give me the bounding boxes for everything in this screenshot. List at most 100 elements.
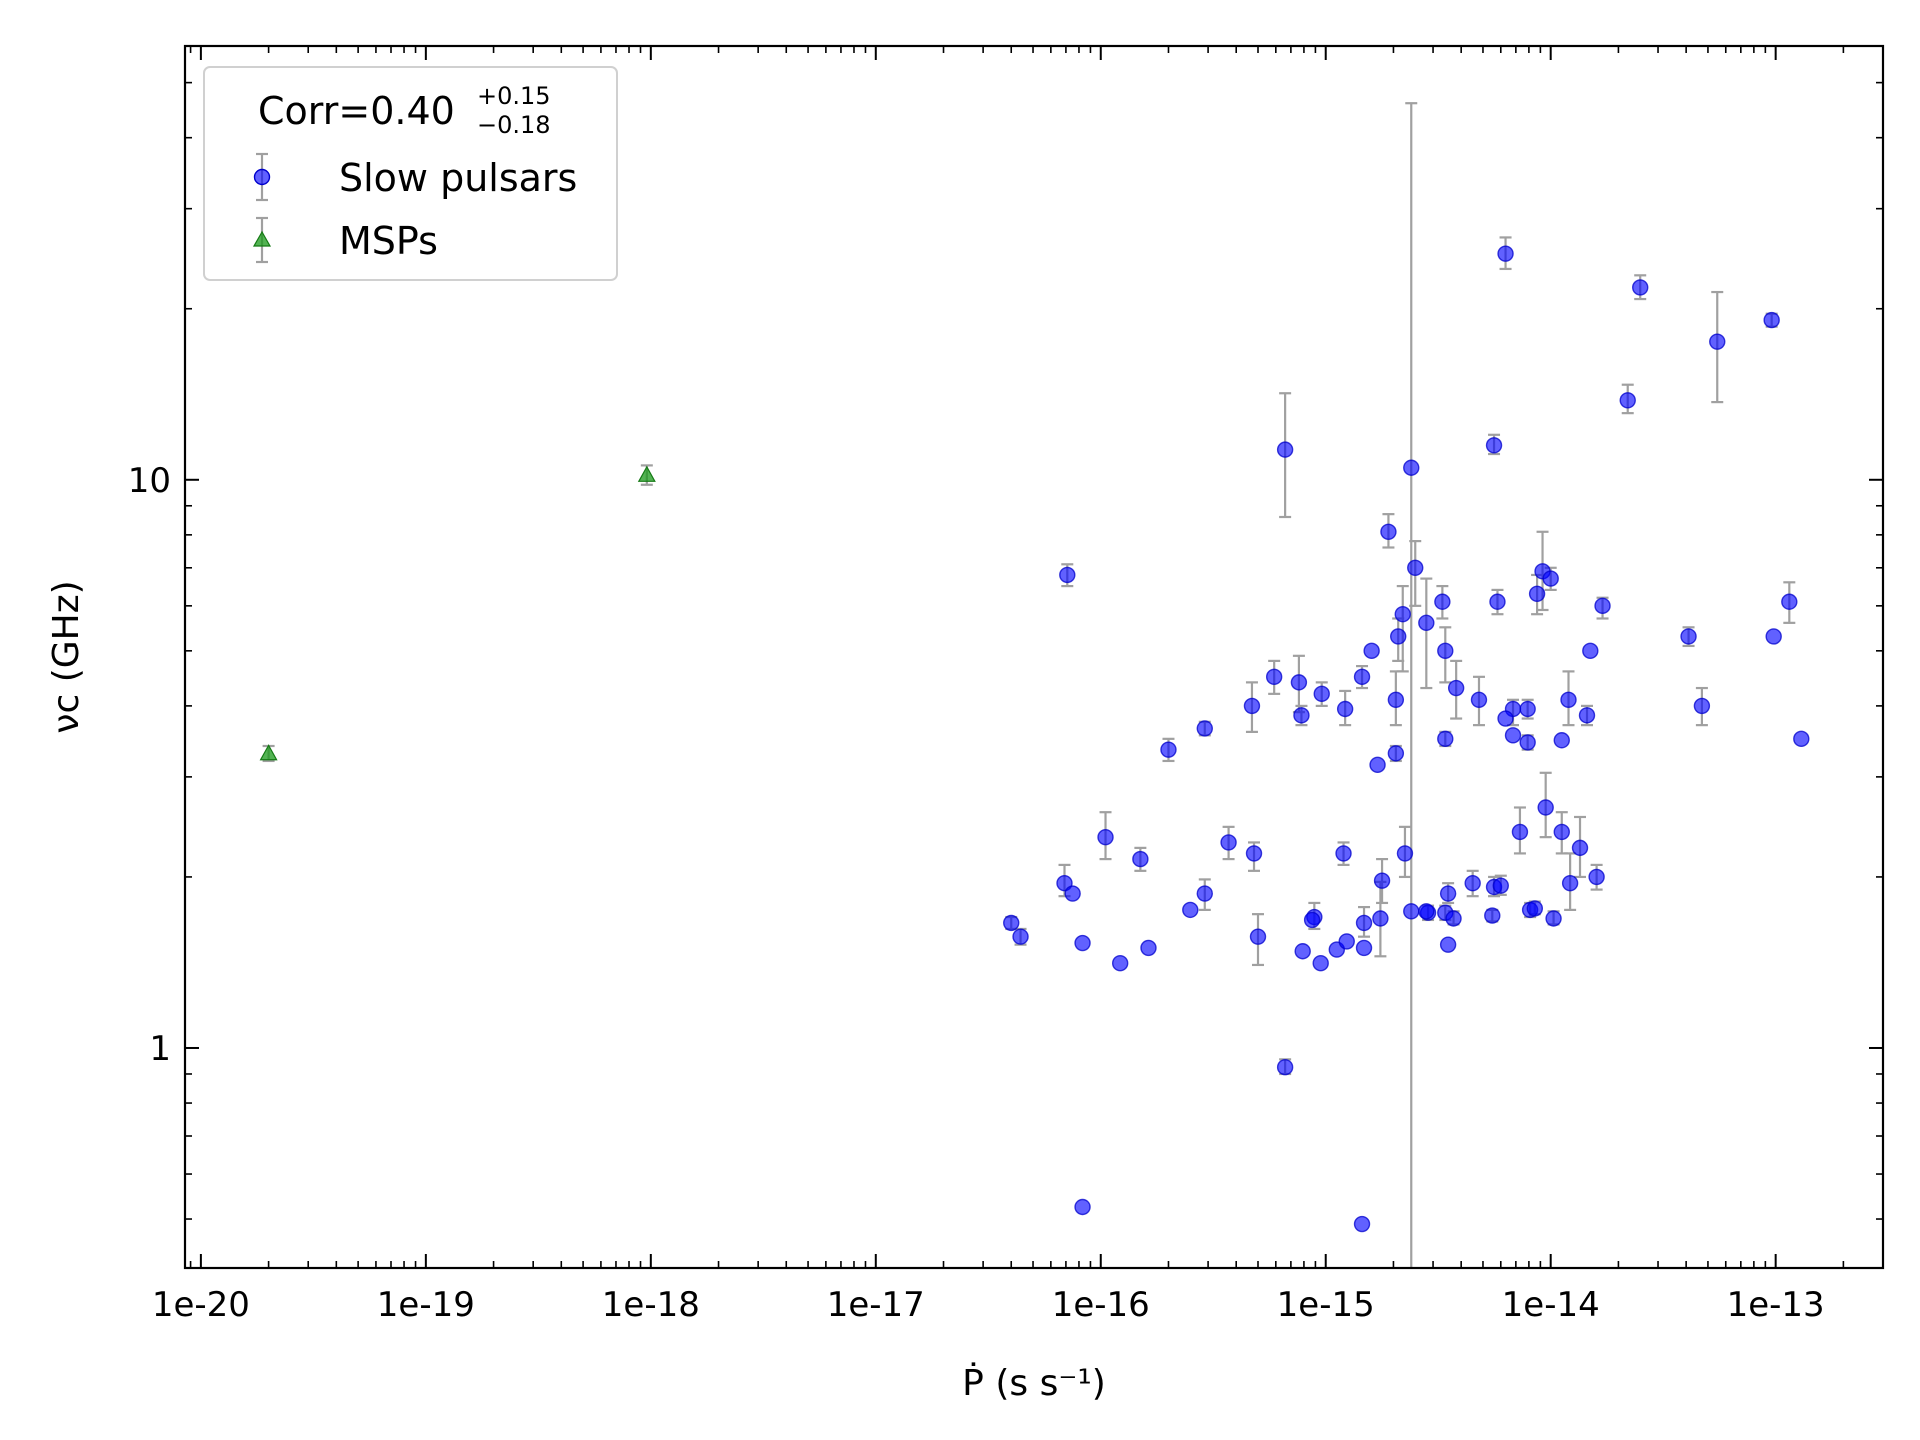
x-tick-label: 1e-15 [1277, 1285, 1375, 1325]
slow-pulsar-point [1111, 954, 1129, 972]
slow-pulsar-point [1492, 877, 1509, 894]
slow-pulsar-point [1003, 914, 1020, 932]
plot-frame [183, 44, 1885, 1270]
x-tick-label: 1e-19 [377, 1285, 475, 1325]
slow-pulsar-point [1074, 934, 1091, 952]
slow-pulsar-point [1765, 628, 1782, 645]
x-tick-label: 1e-16 [1052, 1285, 1150, 1325]
slow-pulsar-point [1182, 901, 1199, 919]
slow-pulsar-point [1680, 628, 1697, 645]
y-tick-label: 1 [149, 1029, 171, 1069]
slow-pulsar-point [1418, 614, 1435, 632]
x-tick-label: 1e-17 [827, 1285, 925, 1325]
slow-pulsar-point [1249, 928, 1267, 945]
legend-title: Corr=0.40 [258, 89, 455, 133]
slow-pulsar-point [1387, 745, 1405, 762]
slow-pulsar-point [1793, 730, 1810, 748]
legend-triangle-marker [252, 230, 272, 247]
legend-box [203, 66, 618, 281]
slow-pulsar-point [1526, 900, 1544, 917]
slow-pulsar-point [1160, 741, 1177, 758]
slow-pulsar-point [1560, 691, 1577, 708]
slow-pulsar-point [1445, 910, 1462, 927]
slow-pulsar-point [1437, 642, 1454, 660]
slow-pulsar-point [1418, 903, 1435, 920]
slow-pulsar-point [1293, 707, 1310, 724]
slow-pulsar-point [1519, 734, 1536, 751]
slow-pulsar-point [1059, 566, 1076, 584]
slow-pulsar-point [1439, 936, 1457, 953]
slow-pulsar-point [1497, 710, 1514, 727]
slow-pulsar-point [1464, 874, 1481, 892]
slow-pulsar-point [1396, 845, 1414, 862]
slow-pulsar-point [1313, 685, 1330, 703]
slow-pulsar-point [1561, 874, 1579, 892]
slow-pulsar-point [1390, 628, 1407, 645]
slow-pulsar-point [1489, 593, 1506, 610]
slow-pulsar-point [1403, 459, 1420, 476]
slow-pulsar-point [1336, 700, 1354, 718]
y-tick-label: 10 [128, 461, 171, 501]
slow-pulsar-point [1074, 1198, 1091, 1216]
x-tick-label: 1e-18 [602, 1285, 700, 1325]
slow-pulsar-point [1338, 933, 1355, 950]
slow-pulsar-point [1140, 939, 1157, 957]
slow-pulsar-point [1369, 756, 1386, 774]
legend-title-upper-error: +0.15 [477, 82, 551, 110]
slow-pulsar-point [1578, 707, 1596, 724]
slow-pulsar-point [1403, 903, 1420, 920]
slow-pulsar-point [1553, 823, 1570, 841]
legend-label-msps: MSPs [339, 219, 438, 263]
x-axis-label: Ṗ (s s⁻¹) [962, 1362, 1106, 1404]
legend-entry-slow-pulsars: Slow pulsars [253, 152, 577, 202]
slow-pulsar-point [1571, 839, 1589, 857]
slow-pulsar-point [1290, 674, 1308, 691]
slow-pulsar-point [1439, 885, 1457, 902]
slow-pulsar-point [1132, 850, 1149, 868]
slow-pulsar-point [1312, 954, 1329, 972]
slow-pulsar-point [1693, 697, 1711, 715]
slow-pulsar-point [1265, 668, 1283, 686]
slow-pulsar-point [1294, 943, 1311, 960]
slow-pulsar-point [1387, 691, 1405, 708]
slow-pulsar-point [1373, 872, 1391, 889]
x-tick-label: 1e-20 [152, 1285, 250, 1325]
slow-pulsar-point [1353, 1215, 1371, 1233]
slow-pulsar-point [1196, 885, 1213, 902]
slow-pulsar-point [1245, 845, 1263, 862]
slow-pulsar-point [1394, 606, 1411, 623]
slow-pulsar-point [1537, 799, 1554, 816]
slow-pulsar-point [1097, 828, 1114, 846]
slow-pulsar-point [1380, 523, 1397, 540]
slow-pulsar-point [1372, 910, 1389, 927]
slow-pulsar-point [1437, 730, 1454, 748]
slow-pulsar-point [1353, 668, 1371, 686]
slow-pulsar-point [1484, 907, 1501, 924]
slow-pulsar-point [1363, 642, 1380, 660]
msp-point [259, 744, 278, 761]
slow-pulsar-point [1528, 585, 1546, 602]
slow-pulsar-point [1582, 642, 1599, 660]
slow-pulsar-point [1303, 911, 1321, 929]
slow-pulsar-point [1504, 727, 1522, 744]
x-tick-label: 1e-14 [1502, 1285, 1600, 1325]
msp-point [637, 465, 656, 482]
slow-pulsar-point [1064, 885, 1081, 902]
legend-circle-marker [253, 168, 271, 186]
slow-pulsar-point [1355, 939, 1373, 957]
marker-layer [259, 245, 1810, 1233]
legend-symbol-triangle [252, 216, 272, 264]
y-axis-label: νc (GHz) [46, 580, 87, 733]
legend: Corr=0.40 +0.15 −0.18 Slow pulsars MSPs [203, 66, 618, 281]
slow-pulsar-point [1553, 732, 1570, 749]
slow-pulsar-point [1619, 392, 1636, 409]
slow-pulsar-point [1355, 914, 1373, 932]
tick-layer: 1e-20 1e-19 1e-18 1e-17 1e-16 1e-15 1e-14 1e-13… [128, 46, 1883, 1325]
slow-pulsar-point [1276, 441, 1294, 458]
slow-pulsar-point [1243, 697, 1261, 715]
slow-pulsar-point [1594, 597, 1611, 615]
x-tick-label: 1e-13 [1727, 1285, 1825, 1325]
slow-pulsar-point [1545, 910, 1562, 927]
slow-pulsar-point [1407, 559, 1424, 576]
